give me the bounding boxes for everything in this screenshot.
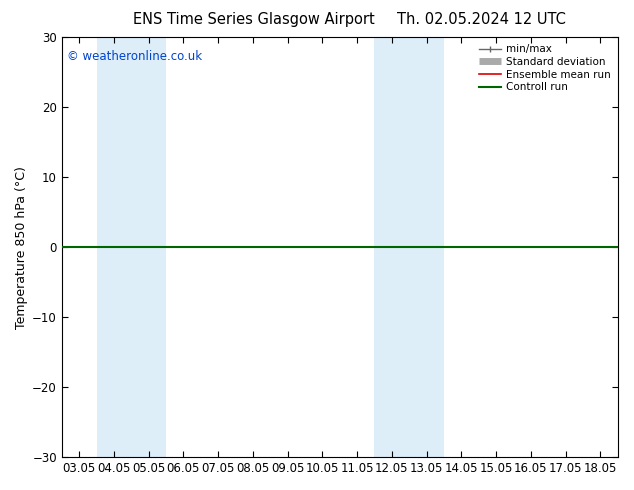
Bar xyxy=(375,37,409,457)
Text: © weatheronline.co.uk: © weatheronline.co.uk xyxy=(67,50,202,63)
Y-axis label: Temperature 850 hPa (°C): Temperature 850 hPa (°C) xyxy=(15,166,28,329)
Bar xyxy=(409,37,444,457)
Text: Th. 02.05.2024 12 UTC: Th. 02.05.2024 12 UTC xyxy=(398,12,566,27)
Text: ENS Time Series Glasgow Airport: ENS Time Series Glasgow Airport xyxy=(133,12,375,27)
Bar xyxy=(96,37,131,457)
Bar xyxy=(131,37,166,457)
Legend: min/max, Standard deviation, Ensemble mean run, Controll run: min/max, Standard deviation, Ensemble me… xyxy=(477,42,612,95)
